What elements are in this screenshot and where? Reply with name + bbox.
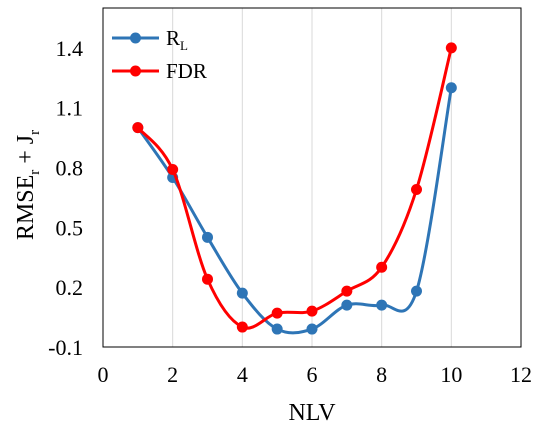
data-point-rl bbox=[341, 299, 353, 311]
data-point-rl bbox=[376, 299, 388, 311]
legend: RL FDR bbox=[112, 26, 207, 83]
plot-frame bbox=[102, 7, 522, 348]
data-point-fdr bbox=[341, 285, 353, 297]
data-point-rl bbox=[202, 231, 213, 243]
legend-marker-rl bbox=[130, 32, 141, 44]
y-tick-label: -0.1 bbox=[48, 335, 83, 360]
y-axis-title-base: RMSE bbox=[13, 175, 39, 240]
x-tick-label: 10 bbox=[440, 362, 462, 387]
data-point-fdr bbox=[202, 273, 213, 285]
y-axis-title-plus: + J bbox=[13, 135, 39, 170]
x-axis-title: NLV bbox=[288, 400, 336, 426]
y-tick-label: 1.4 bbox=[56, 36, 84, 61]
series-group bbox=[132, 42, 457, 335]
y-tick-labels: -0.1 0.2 0.5 0.8 1.1 1.4 bbox=[48, 36, 83, 360]
y-tick-label: 0.2 bbox=[56, 275, 84, 300]
x-tick-label: 6 bbox=[307, 362, 318, 387]
y-axis-title: RMSEr + Jr bbox=[13, 130, 43, 240]
x-tick-label: 2 bbox=[167, 362, 178, 387]
data-point-rl bbox=[236, 287, 248, 299]
data-point-fdr bbox=[306, 305, 318, 317]
legend-label-rl-sub: L bbox=[180, 38, 188, 53]
legend-label-rl: RL bbox=[166, 26, 188, 53]
x-tick-label: 0 bbox=[98, 362, 109, 387]
y-axis-title-sub2: r bbox=[27, 130, 43, 135]
x-tick-label: 12 bbox=[510, 362, 532, 387]
y-tick-label: 0.8 bbox=[56, 156, 84, 181]
legend-marker-fdr bbox=[130, 65, 141, 77]
legend-entry-rl: RL bbox=[112, 26, 188, 53]
data-point-fdr bbox=[376, 261, 388, 273]
x-tick-labels: 0 2 4 6 8 10 12 bbox=[98, 362, 533, 387]
x-tick-label: 8 bbox=[376, 362, 387, 387]
data-point-rl bbox=[271, 323, 283, 335]
legend-label-rl-base: R bbox=[166, 26, 180, 50]
data-point-fdr bbox=[132, 122, 144, 134]
legend-label-fdr: FDR bbox=[166, 59, 207, 83]
x-tick-label: 4 bbox=[237, 362, 248, 387]
data-point-rl bbox=[306, 323, 318, 335]
y-axis-title-sub1: r bbox=[27, 170, 43, 175]
data-point-rl bbox=[411, 285, 422, 297]
series-line-fdr bbox=[136, 47, 453, 330]
y-tick-label: 0.5 bbox=[56, 215, 84, 240]
legend-entry-fdr: FDR bbox=[112, 59, 207, 83]
data-point-fdr bbox=[271, 307, 283, 319]
data-point-fdr bbox=[167, 164, 179, 176]
y-tick-label: 1.1 bbox=[56, 96, 84, 121]
data-point-fdr bbox=[236, 321, 248, 333]
data-point-fdr bbox=[411, 183, 422, 195]
data-point-rl bbox=[445, 82, 457, 94]
data-point-fdr bbox=[445, 42, 457, 54]
